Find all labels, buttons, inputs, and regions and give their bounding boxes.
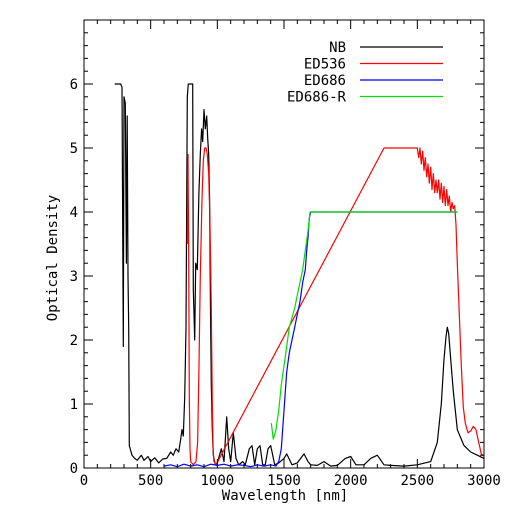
y-tick-label: 0 [70,461,78,477]
x-tick-label: 500 [138,473,163,489]
legend-label: ED686-R [287,90,347,106]
plot-area [83,19,485,469]
legend-label: ED686 [304,73,346,89]
y-tick-label: 3 [70,269,78,285]
y-tick-label: 4 [70,205,78,221]
x-axis-label: Wavelength [nm] [222,488,348,504]
x-tick-label: 2500 [400,473,434,489]
x-tick-label: 1500 [267,473,301,489]
series-line-nb [114,83,485,467]
legend-label: NB [329,40,346,56]
y-tick-label: 5 [70,141,78,157]
plot-frame [83,19,485,469]
x-tick-label: 1000 [200,473,234,489]
series-layer [114,83,485,468]
y-tick-label: 1 [70,397,78,413]
y-axis: 0 1 2 3 4 5 6 [70,32,484,477]
legend-label: ED536 [304,57,346,73]
y-tick-label: 6 [70,77,78,93]
x-tick-label: 2000 [334,473,368,489]
series-line-ed686-r [270,211,458,440]
series-line-ed686 [163,211,458,468]
y-tick-label: 2 [70,333,78,349]
x-axis: 0 500 1000 1500 2000 2500 3000 [80,20,501,489]
x-tick-label: 3000 [467,473,501,489]
series-line-ed536 [186,147,485,466]
x-tick-label: 0 [80,473,88,489]
y-axis-label: Optical Density [45,195,61,321]
